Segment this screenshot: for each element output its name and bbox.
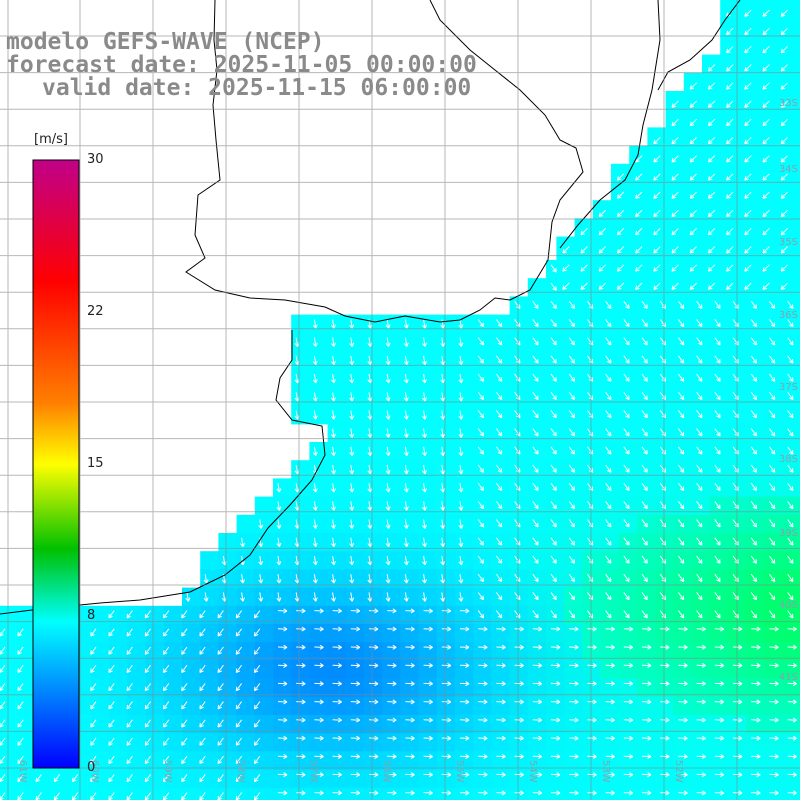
lon-label: 55W bbox=[454, 760, 465, 783]
lon-label: 54W bbox=[527, 760, 538, 783]
colorbar bbox=[32, 159, 80, 769]
colorbar-unit: [m/s] bbox=[34, 132, 68, 147]
latitude-labels: 33S 34S 35S 36S 37S 38S 39S 40S 41S bbox=[779, 98, 798, 683]
wind-vectors bbox=[0, 9, 797, 800]
lon-label: 53W bbox=[600, 760, 611, 783]
lat-label: 35S bbox=[779, 237, 798, 248]
lat-label: 34S bbox=[779, 164, 798, 175]
lat-label: 37S bbox=[779, 382, 798, 393]
lon-label: 59W bbox=[162, 760, 173, 783]
lon-label: 60W bbox=[89, 760, 100, 783]
colorbar-tick-0: 0 bbox=[87, 760, 96, 775]
lat-label: 38S bbox=[779, 454, 798, 465]
lon-label: 57W bbox=[308, 760, 319, 783]
colorbar-tick-22: 22 bbox=[87, 304, 104, 319]
forecast-date: forecast date: 2025-11-05 00:00:00 bbox=[6, 52, 477, 78]
lat-label: 39S bbox=[779, 528, 798, 539]
lat-label: 36S bbox=[779, 310, 798, 321]
valid-date: valid date: 2025-11-15 06:00:00 bbox=[42, 75, 472, 101]
lat-label: 33S bbox=[779, 98, 798, 109]
lon-label: 52W bbox=[673, 760, 684, 783]
model-title: modelo GEFS-WAVE (NCEP) bbox=[6, 29, 325, 55]
lon-label: 56W bbox=[381, 760, 392, 783]
lon-label: 61W bbox=[17, 760, 28, 783]
longitude-labels: 61W 60W 59W 58W 57W 56W 55W 54W 53W 52W bbox=[17, 760, 684, 783]
colorbar-tick-8: 8 bbox=[87, 608, 96, 623]
lat-label: 41S bbox=[779, 672, 798, 683]
coastline bbox=[0, 0, 741, 615]
lat-label: 40S bbox=[779, 600, 798, 611]
colorbar-tick-15: 15 bbox=[87, 456, 104, 471]
colorbar-tick-30: 30 bbox=[87, 152, 104, 167]
lon-label: 58W bbox=[235, 760, 246, 783]
